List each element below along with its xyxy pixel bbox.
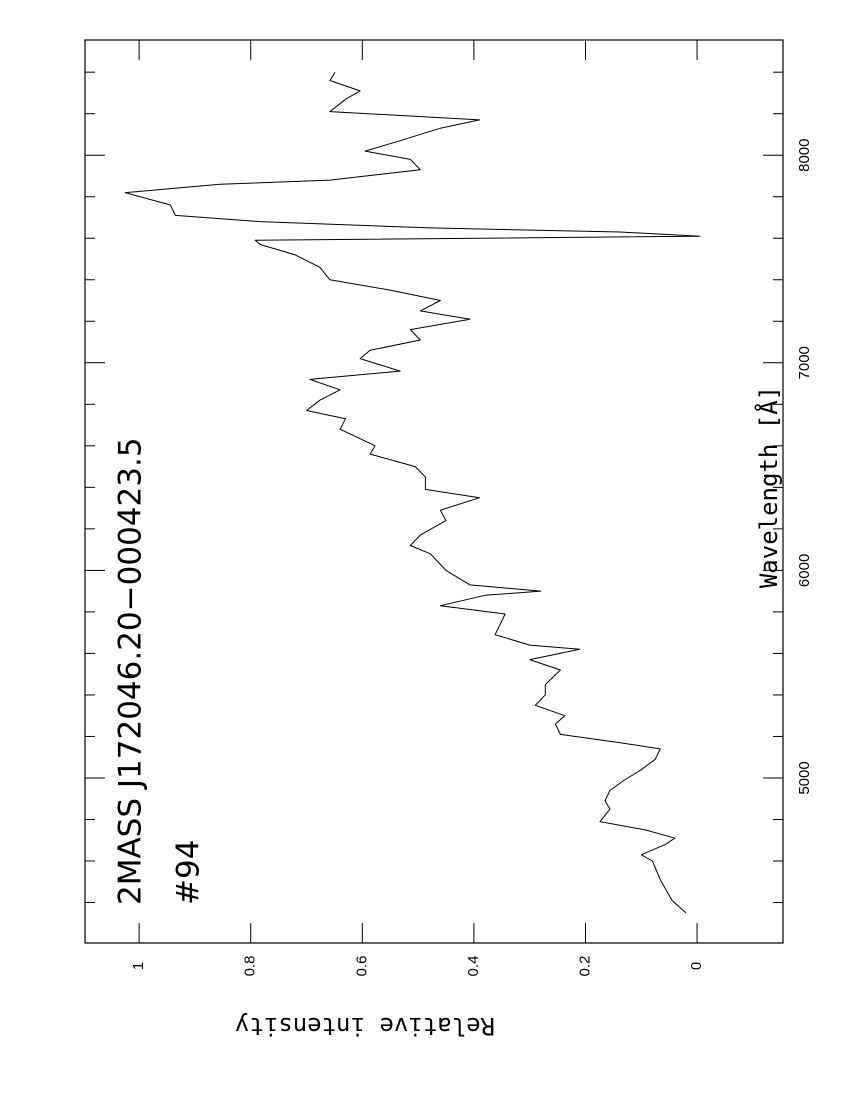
chart-subtitle: #94 <box>171 840 207 905</box>
y-tick-label: 0 <box>688 962 705 970</box>
x-tick-label: 6000 <box>796 554 813 587</box>
spectrum-line <box>124 71 701 914</box>
y-axis-label: Relative intensity <box>235 1012 495 1040</box>
x-tick-label: 5000 <box>796 761 813 794</box>
x-tick-label: 8000 <box>796 139 813 172</box>
y-tick-label: 0.4 <box>465 956 482 977</box>
y-tick-label: 0.8 <box>242 956 259 977</box>
plot-frame <box>84 39 784 944</box>
y-tick-label: 1 <box>130 962 147 970</box>
y-tick-label: 0.2 <box>576 956 593 977</box>
y-tick-label: 0.6 <box>353 956 370 977</box>
chart-title: 2MASS J172046.20−000423.5 <box>113 437 149 905</box>
x-tick-label: 7000 <box>796 346 813 379</box>
